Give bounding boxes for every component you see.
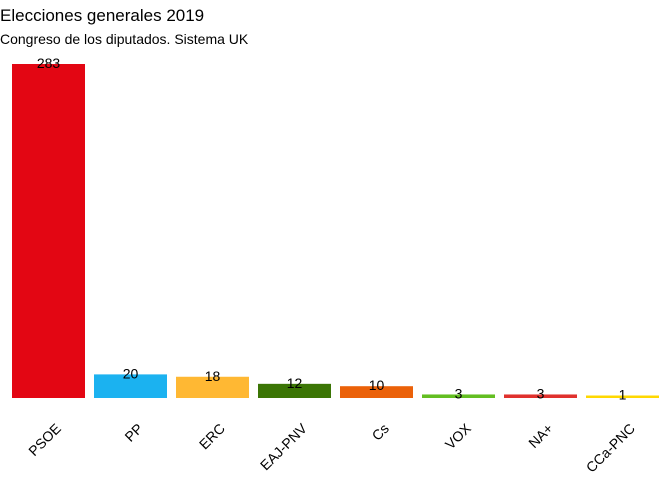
x-tick-label: PP (121, 420, 146, 445)
bar-vox (422, 394, 495, 398)
bar-value-label: 18 (205, 368, 221, 384)
bar-eaj-pnv (258, 383, 331, 398)
bar-cca-pnc (586, 395, 659, 398)
bar-value-labels: 283 20 18 12 10 3 3 1 (37, 55, 627, 403)
bar-value-label: 1 (619, 387, 627, 403)
x-tick-label: CCa-PNC (583, 420, 638, 475)
bar-value-label: 3 (537, 385, 545, 401)
x-tick-label: PSOE (25, 420, 64, 459)
chart-subtitle: Congreso de los diputados. Sistema UK (0, 31, 249, 47)
bars-group (12, 64, 659, 398)
bar-na- (504, 394, 577, 398)
bar-cs (340, 386, 413, 398)
bar-value-label: 3 (455, 385, 463, 401)
bar-value-label: 12 (287, 375, 303, 391)
bar-psoe (12, 64, 85, 398)
x-tick-label: VOX (442, 420, 475, 453)
bar-pp (94, 374, 167, 398)
bar-value-label: 20 (123, 365, 139, 381)
x-tick-label: ERC (196, 420, 228, 452)
x-tick-label: EAJ-PNV (257, 420, 311, 474)
x-tick-label: Cs (369, 420, 392, 443)
bar-value-label: 283 (37, 55, 61, 71)
bar-value-label: 10 (369, 377, 385, 393)
chart-title: Elecciones generales 2019 (0, 6, 205, 25)
x-tick-label: NA+ (525, 420, 556, 451)
x-axis-tick-labels: PSOE PP ERC EAJ-PNV Cs VOX NA+ CCa-PNC (25, 420, 638, 476)
bar-erc (176, 376, 249, 398)
